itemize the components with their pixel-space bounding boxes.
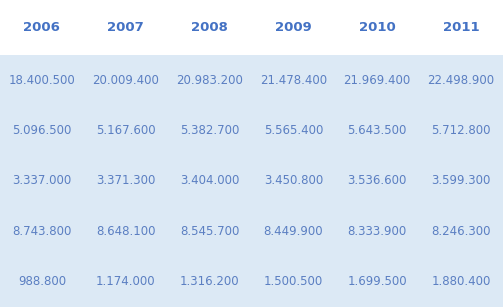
Text: 8.743.800: 8.743.800 bbox=[12, 225, 71, 238]
Text: 2010: 2010 bbox=[359, 21, 396, 34]
Text: 22.498.900: 22.498.900 bbox=[428, 74, 494, 87]
Text: 20.983.200: 20.983.200 bbox=[176, 74, 243, 87]
Bar bbox=[0, 0, 503, 55]
Text: 5.096.500: 5.096.500 bbox=[12, 124, 71, 137]
Text: 18.400.500: 18.400.500 bbox=[9, 74, 75, 87]
Text: 1.174.000: 1.174.000 bbox=[96, 275, 155, 288]
Text: 21.478.400: 21.478.400 bbox=[260, 74, 327, 87]
Text: 3.536.600: 3.536.600 bbox=[348, 174, 407, 188]
Text: 5.565.400: 5.565.400 bbox=[264, 124, 323, 137]
Text: 1.699.500: 1.699.500 bbox=[348, 275, 407, 288]
Text: 3.371.300: 3.371.300 bbox=[96, 174, 155, 188]
Text: 8.333.900: 8.333.900 bbox=[348, 225, 407, 238]
Text: 8.246.300: 8.246.300 bbox=[432, 225, 491, 238]
Text: 8.545.700: 8.545.700 bbox=[180, 225, 239, 238]
Text: 988.800: 988.800 bbox=[18, 275, 66, 288]
Text: 2011: 2011 bbox=[443, 21, 479, 34]
Text: 3.599.300: 3.599.300 bbox=[432, 174, 491, 188]
Text: 20.009.400: 20.009.400 bbox=[93, 74, 159, 87]
Text: 1.880.400: 1.880.400 bbox=[432, 275, 491, 288]
Text: 3.404.000: 3.404.000 bbox=[180, 174, 239, 188]
Text: 1.500.500: 1.500.500 bbox=[264, 275, 323, 288]
Text: 2008: 2008 bbox=[191, 21, 228, 34]
Text: 8.648.100: 8.648.100 bbox=[96, 225, 155, 238]
Text: 2009: 2009 bbox=[275, 21, 312, 34]
Text: 5.167.600: 5.167.600 bbox=[96, 124, 155, 137]
Text: 1.316.200: 1.316.200 bbox=[180, 275, 239, 288]
Text: 3.450.800: 3.450.800 bbox=[264, 174, 323, 188]
Text: 8.449.900: 8.449.900 bbox=[264, 225, 323, 238]
Text: 3.337.000: 3.337.000 bbox=[12, 174, 71, 188]
Bar bbox=[0, 55, 503, 307]
Text: 2007: 2007 bbox=[107, 21, 144, 34]
Text: 5.643.500: 5.643.500 bbox=[348, 124, 407, 137]
Text: 21.969.400: 21.969.400 bbox=[344, 74, 411, 87]
Text: 5.382.700: 5.382.700 bbox=[180, 124, 239, 137]
Text: 5.712.800: 5.712.800 bbox=[432, 124, 491, 137]
Text: 2006: 2006 bbox=[24, 21, 60, 34]
